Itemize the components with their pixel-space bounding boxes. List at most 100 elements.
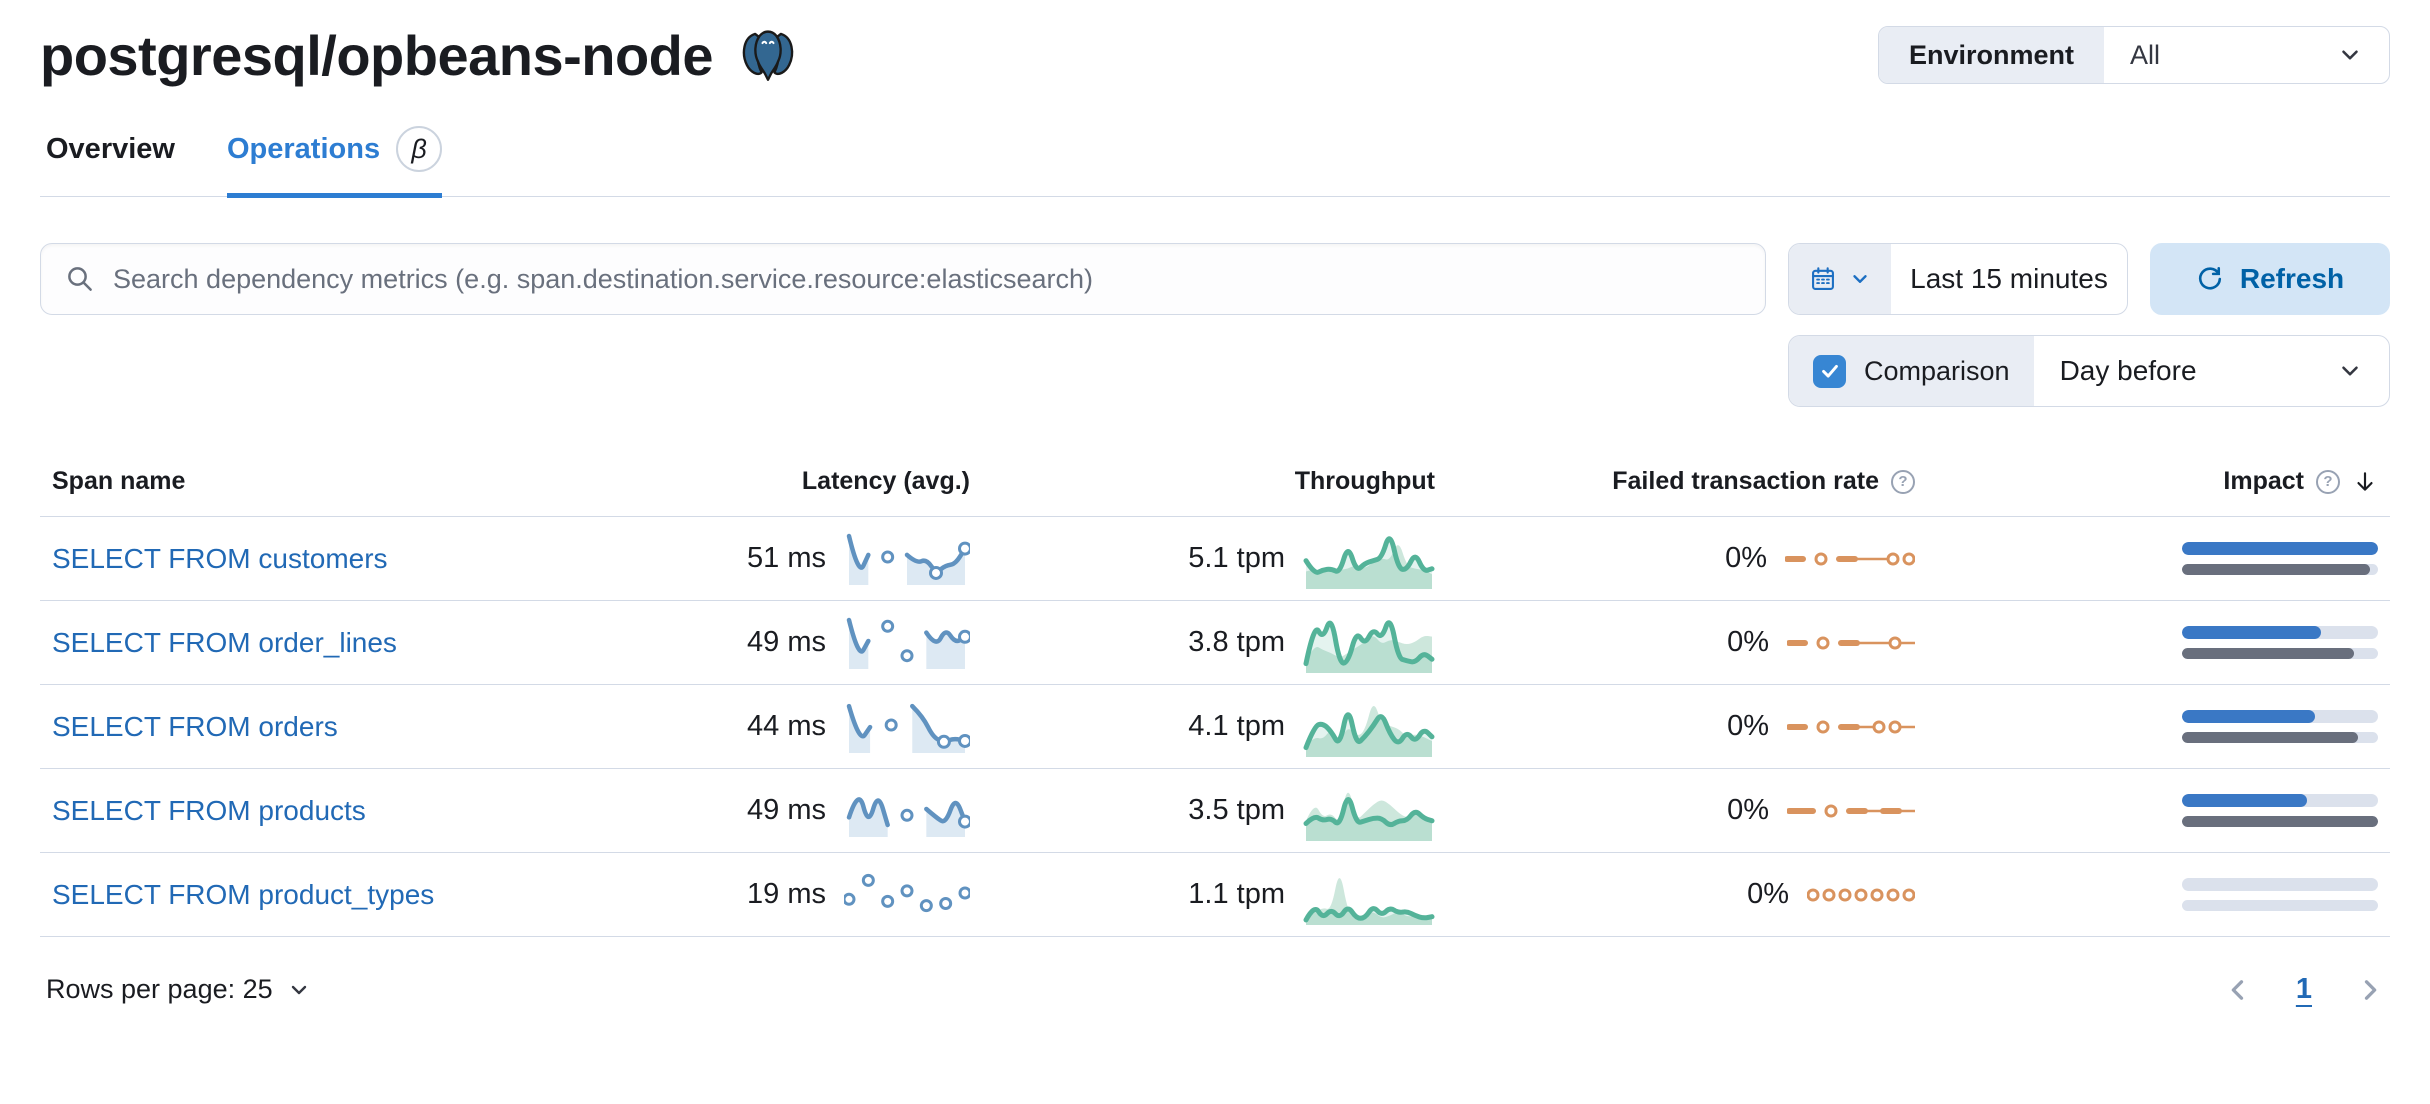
impact-cell: [1915, 878, 2378, 911]
failed-rate-sparkline: [1785, 541, 1915, 577]
failed-rate-sparkline: [1787, 793, 1915, 829]
search-input[interactable]: [113, 263, 1741, 295]
latency-value: 51 ms: [747, 542, 826, 574]
beta-badge: β: [396, 126, 443, 172]
column-header-failed-rate[interactable]: Failed transaction rate ?: [1435, 467, 1915, 496]
column-header-impact[interactable]: Impact ?: [1915, 467, 2378, 496]
span-name-link[interactable]: SELECT FROM customers: [52, 542, 388, 574]
latency-sparkline: [844, 699, 970, 755]
environment-select[interactable]: Environment All: [1878, 26, 2390, 84]
throughput-sparkline: [1303, 696, 1435, 758]
latency-value: 49 ms: [747, 794, 826, 826]
time-range-value[interactable]: Last 15 minutes: [1910, 263, 2108, 294]
page-header: postgresql/opbeans-node Environment All: [40, 22, 2390, 88]
failed-rate-value: 0%: [1725, 542, 1767, 574]
environment-label: Environment: [1879, 27, 2105, 83]
table-row: SELECT FROM order_lines 49 ms 3.8 tpm 0%: [40, 601, 2390, 685]
impact-bar-current: [2182, 794, 2378, 807]
table-body: SELECT FROM customers 51 ms 5.1 tpm 0% S…: [40, 517, 2390, 937]
toolbar: Last 15 minutes Refresh Comparison Day b…: [40, 243, 2390, 407]
latency-sparkline: [844, 531, 970, 587]
failed-rate-sparkline: [1787, 625, 1915, 661]
latency-sparkline: [844, 867, 970, 923]
chevron-right-icon: [2364, 979, 2377, 1000]
failed-rate-sparkline: [1807, 877, 1915, 913]
impact-cell: [1915, 710, 2378, 743]
table-footer: Rows per page: 25 1: [40, 973, 2390, 1006]
table-row: SELECT FROM products 49 ms 3.5 tpm 0%: [40, 769, 2390, 853]
impact-bar-current: [2182, 542, 2378, 555]
throughput-sparkline: [1303, 864, 1435, 926]
environment-value[interactable]: All: [2104, 27, 2389, 83]
rows-per-page-button[interactable]: Rows per page: 25: [46, 974, 311, 1005]
latency-sparkline: [844, 615, 970, 671]
next-page-button[interactable]: [2356, 976, 2384, 1004]
refresh-button[interactable]: Refresh: [2150, 243, 2390, 315]
refresh-icon: [2198, 266, 2221, 290]
chevron-down-icon: [2342, 50, 2358, 60]
throughput-value: 1.1 tpm: [1188, 878, 1285, 910]
column-header-throughput[interactable]: Throughput: [1294, 467, 1435, 495]
pagination: 1: [2224, 973, 2384, 1006]
impact-bar-previous: [2182, 900, 2378, 911]
previous-page-button[interactable]: [2224, 976, 2252, 1004]
help-icon[interactable]: ?: [2316, 469, 2340, 494]
search-icon: [68, 267, 92, 291]
throughput-sparkline: [1303, 780, 1435, 842]
throughput-sparkline: [1303, 612, 1435, 674]
span-name-link[interactable]: SELECT FROM products: [52, 794, 366, 826]
postgresql-elephant-icon: [735, 22, 801, 88]
failed-rate-sparkline: [1787, 709, 1915, 745]
comparison-select[interactable]: Day before: [2034, 336, 2389, 406]
failed-rate-value: 0%: [1727, 794, 1769, 826]
chevron-left-icon: [2231, 979, 2243, 1000]
tab-overview[interactable]: Overview: [46, 132, 175, 165]
failed-rate-value: 0%: [1727, 710, 1769, 742]
impact-bar-current: [2182, 626, 2378, 639]
throughput-value: 5.1 tpm: [1188, 542, 1285, 574]
search-box: [40, 243, 1766, 315]
impact-bar-previous: [2182, 732, 2378, 743]
impact-cell: [1915, 794, 2378, 827]
table-header-row: Span name Latency (avg.) Throughput Fail…: [40, 451, 2390, 517]
latency-sparkline: [844, 783, 970, 839]
throughput-value: 3.8 tpm: [1188, 626, 1285, 658]
tab-bar: Overview Operations β: [40, 126, 2390, 198]
help-icon[interactable]: ?: [1891, 469, 1915, 494]
chevron-down-icon: [291, 985, 306, 994]
throughput-value: 3.5 tpm: [1188, 794, 1285, 826]
comparison-control: Comparison Day before: [1788, 335, 2390, 407]
comparison-checkbox[interactable]: [1813, 354, 1846, 388]
calendar-menu-button[interactable]: [1789, 244, 1891, 314]
failed-rate-value: 0%: [1727, 626, 1769, 658]
sort-descending-icon: [2357, 471, 2373, 491]
latency-value: 44 ms: [747, 710, 826, 742]
table-row: SELECT FROM customers 51 ms 5.1 tpm 0%: [40, 517, 2390, 601]
column-header-span-name[interactable]: Span name: [52, 467, 186, 495]
time-range-picker: Last 15 minutes: [1788, 243, 2128, 315]
dependency-detail-page: postgresql/opbeans-node Environment All: [40, 22, 2390, 1006]
impact-cell: [1915, 542, 2378, 575]
operations-table: Span name Latency (avg.) Throughput Fail…: [40, 451, 2390, 937]
tab-operations[interactable]: Operations β: [226, 126, 443, 198]
throughput-sparkline: [1303, 528, 1435, 590]
table-row: SELECT FROM orders 44 ms 4.1 tpm 0%: [40, 685, 2390, 769]
calendar-icon: [1812, 267, 1834, 290]
chevron-down-icon: [1853, 275, 1867, 283]
span-name-link[interactable]: SELECT FROM orders: [52, 710, 338, 742]
latency-value: 19 ms: [747, 878, 826, 910]
impact-bar-current: [2182, 878, 2378, 891]
comparison-label: Comparison: [1864, 355, 2010, 386]
span-name-link[interactable]: SELECT FROM product_types: [52, 878, 435, 910]
impact-bar-previous: [2182, 648, 2378, 659]
span-name-link[interactable]: SELECT FROM order_lines: [52, 626, 397, 658]
page-title: postgresql/opbeans-node: [40, 23, 714, 87]
chevron-down-icon: [2342, 366, 2358, 376]
impact-bar-previous: [2182, 816, 2378, 827]
table-row: SELECT FROM product_types 19 ms 1.1 tpm …: [40, 853, 2390, 937]
page-number[interactable]: 1: [2295, 973, 2312, 1005]
failed-rate-value: 0%: [1747, 878, 1789, 910]
impact-bar-previous: [2182, 564, 2378, 575]
column-header-latency[interactable]: Latency (avg.): [801, 467, 970, 495]
impact-bar-current: [2182, 710, 2378, 723]
